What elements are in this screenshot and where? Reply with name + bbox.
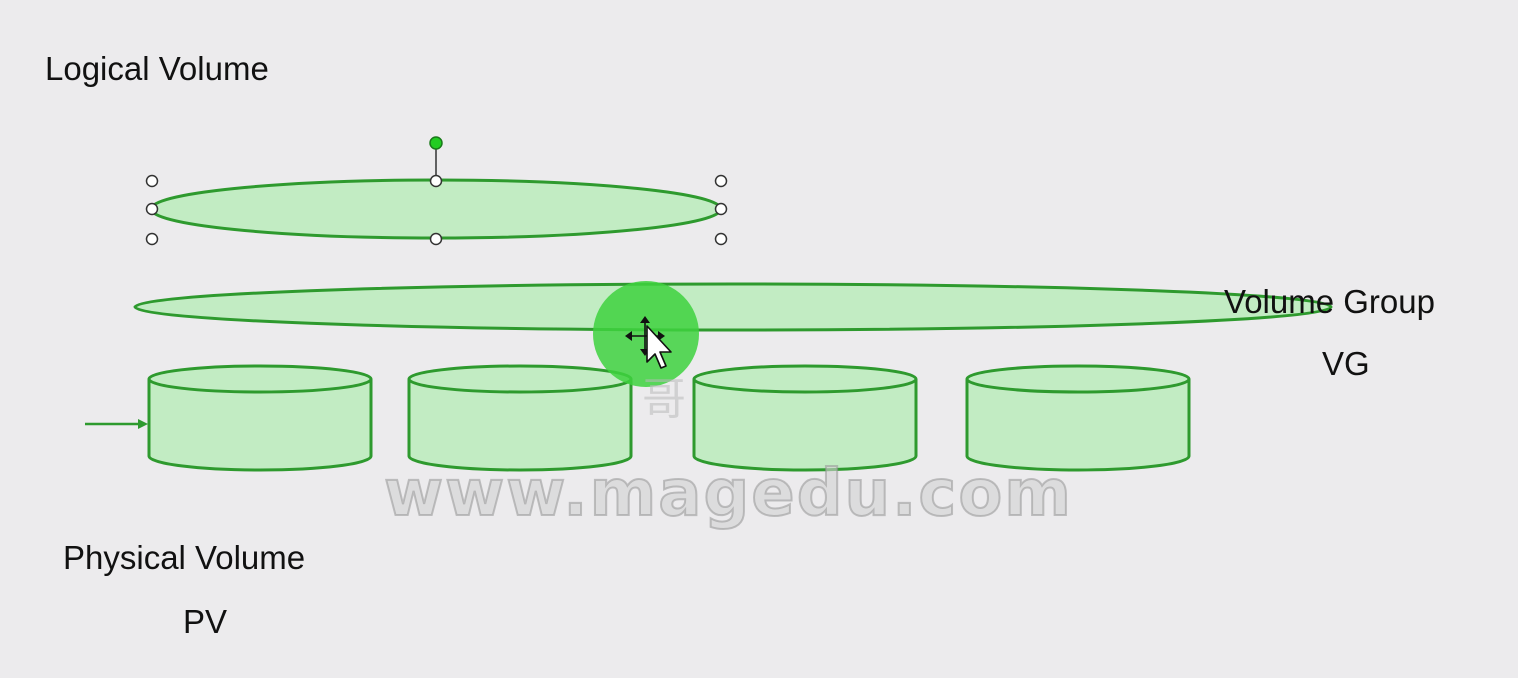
volume-group-label: Volume Group [1224,283,1435,320]
resize-handle-right[interactable] [714,202,728,216]
pv-pointer-arrow [85,419,148,429]
resize-handle-top-right[interactable] [714,174,728,188]
vg-label: VG [1322,345,1370,382]
physical-volume-label: Physical Volume [63,539,306,576]
physical-volume-disk-3[interactable] [692,364,918,472]
move-cursor-icon [625,316,672,369]
resize-handle-top-left[interactable] [145,174,159,188]
watermark-glyph: 哥 [642,374,686,425]
physical-volume-disk-2[interactable] [407,364,633,472]
cursor-highlight [593,281,699,387]
resize-handle-bottom[interactable] [429,232,443,246]
resize-handle-left[interactable] [145,202,159,216]
pv-label: PV [183,603,228,640]
resize-handle-bottom-right[interactable] [714,232,728,246]
physical-volume-disk-4[interactable] [965,364,1191,472]
watermark-text: www.magedu.com [383,457,1073,531]
resize-handle-bottom-left[interactable] [145,232,159,246]
logical-volume-shape[interactable] [149,178,723,240]
resize-handle-top[interactable] [429,174,443,188]
physical-volume-disk-1[interactable] [147,364,373,472]
selection-handles[interactable] [145,136,728,246]
logical-volume-label: Logical Volume [45,50,269,87]
volume-group-shape[interactable] [133,282,1333,332]
rotate-handle-icon[interactable] [429,136,443,150]
